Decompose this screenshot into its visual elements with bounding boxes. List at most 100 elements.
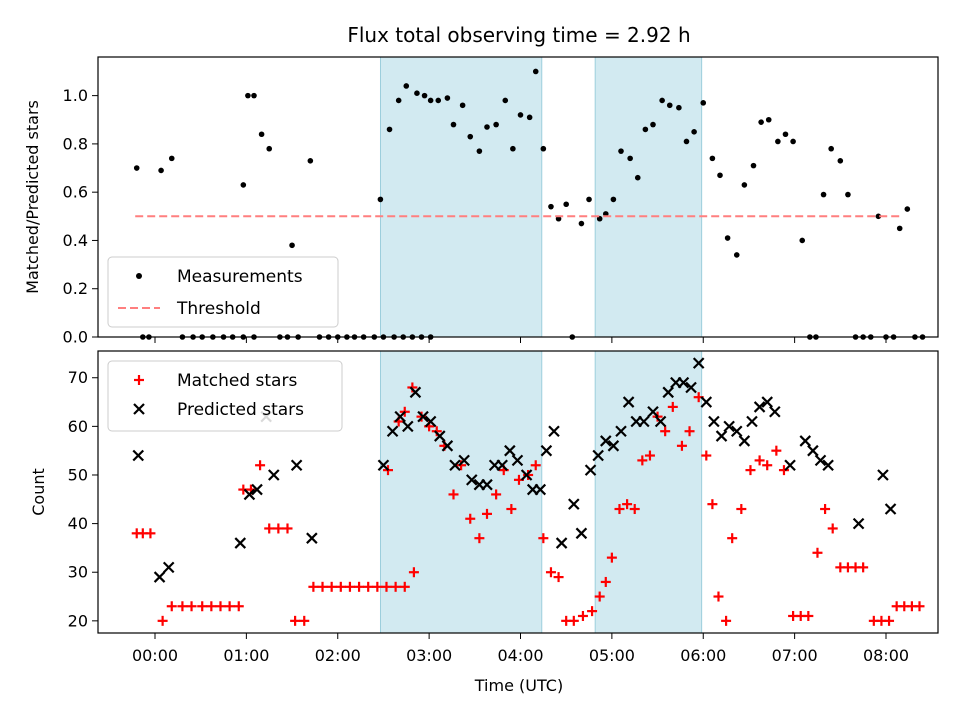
matched-stars-point — [326, 581, 337, 592]
measurement-point — [377, 196, 384, 203]
x-tick-label: 05:00 — [589, 646, 635, 665]
matched-stars-point — [684, 426, 695, 437]
matched-stars-point — [707, 499, 718, 510]
measurement-point — [691, 129, 697, 135]
measurement-point — [395, 97, 402, 104]
matched-stars-point — [538, 533, 549, 544]
predicted-stars-point — [434, 430, 446, 442]
measurement-point — [602, 211, 609, 217]
matched-stars-point — [390, 581, 401, 592]
predicted-stars-point — [548, 425, 560, 438]
matched-stars-point — [186, 601, 197, 612]
matched-stars-point — [614, 504, 625, 515]
measurement-point — [650, 121, 656, 128]
measurement-point — [741, 182, 748, 188]
measurement-point — [444, 95, 451, 101]
measurement-point — [168, 155, 175, 162]
matched-stars-point — [914, 601, 925, 612]
matched-stars-point — [629, 504, 640, 515]
measurement-point — [666, 102, 673, 109]
predicted-stars-point — [243, 488, 256, 501]
measurement-point — [750, 162, 757, 169]
predicted-stars-point — [441, 440, 454, 452]
predicted-stars-point — [753, 401, 766, 413]
predicted-stars-point — [592, 449, 604, 462]
measurement-point — [799, 237, 806, 244]
measurement-point — [782, 131, 789, 138]
predicted-stars-point — [730, 425, 743, 438]
predicted-stars-point — [615, 425, 627, 438]
predicted-stars-point — [723, 420, 735, 433]
y-tick-label: 0.0 — [63, 328, 88, 347]
measurement-point — [414, 90, 420, 97]
legend-x-icon — [133, 403, 145, 415]
measurement-point — [765, 116, 772, 123]
measurement-point — [709, 155, 716, 162]
predicted-stars-point — [534, 483, 547, 496]
measurement-point — [435, 97, 442, 104]
matched-stars-point — [676, 440, 687, 451]
predicted-stars-point — [715, 430, 728, 442]
x-tick-label: 02:00 — [315, 646, 361, 665]
legend-matched-stars: Matched stars — [177, 371, 297, 391]
matched-stars-point — [354, 581, 365, 592]
measurement-point — [502, 97, 509, 104]
measurement-point — [700, 100, 707, 106]
shaded-interval-1 — [594, 350, 703, 634]
matched-stars-point — [827, 523, 838, 534]
matched-stars-point — [290, 615, 301, 626]
count-legend: Matched stars Predicted stars — [107, 360, 343, 432]
predicted-stars-point — [807, 444, 819, 457]
measurement-point — [427, 97, 434, 104]
matched-stars-point — [803, 610, 814, 621]
legend-dot-icon — [136, 273, 142, 279]
measurement-point — [758, 119, 764, 125]
predicted-stars-point — [268, 469, 280, 481]
predicted-stars-point — [402, 420, 414, 433]
predicted-stars-point — [877, 469, 889, 481]
matched-stars-point — [399, 581, 410, 592]
y-tick-label: 20 — [68, 611, 88, 630]
x-tick-label: 03:00 — [406, 646, 452, 665]
y-tick-label: 1.0 — [63, 86, 88, 105]
y-tick-label: 0.6 — [63, 183, 88, 202]
predicted-stars-point — [386, 425, 399, 438]
measurement-point — [245, 92, 251, 99]
measurement-point — [610, 196, 617, 203]
measurement-point — [459, 102, 466, 109]
measurement-point — [845, 191, 851, 198]
matched-stars-point — [282, 523, 293, 534]
matched-stars-point — [273, 523, 284, 534]
matched-stars-point — [215, 601, 226, 612]
matched-stars-point — [721, 615, 732, 626]
count-panel-frame — [97, 350, 939, 634]
matched-stars-point — [771, 445, 782, 456]
measurement-point — [307, 157, 314, 164]
predicted-stars-point — [692, 357, 705, 369]
x-tick-label: 01:00 — [223, 646, 269, 665]
matched-stars-point — [622, 499, 633, 510]
y-tick-label: 0.4 — [63, 231, 88, 250]
predicted-stars-point — [377, 459, 390, 472]
measurement-point — [642, 126, 649, 133]
measurement-point — [676, 104, 682, 111]
predicted-stars-point — [409, 386, 422, 399]
predicted-stars-point — [799, 435, 812, 447]
measurement-point — [627, 155, 633, 162]
predicted-stars-point — [575, 527, 588, 540]
matched-stars-point — [363, 581, 374, 592]
measurement-point — [289, 242, 295, 249]
matched-stars-point — [506, 504, 517, 515]
legend-threshold: Threshold — [176, 299, 261, 319]
measurement-point — [540, 145, 547, 152]
measurement-point — [775, 138, 781, 145]
predicted-stars-point — [568, 498, 580, 510]
predicted-stars-point — [132, 449, 145, 462]
predicted-stars-point — [700, 396, 713, 408]
matched-stars-point — [344, 581, 355, 592]
measurement-point — [386, 126, 393, 133]
measurement-point — [820, 191, 827, 198]
matched-stars-point — [600, 576, 611, 587]
x-tick-label: 07:00 — [772, 646, 818, 665]
matched-stars-point — [667, 401, 678, 412]
